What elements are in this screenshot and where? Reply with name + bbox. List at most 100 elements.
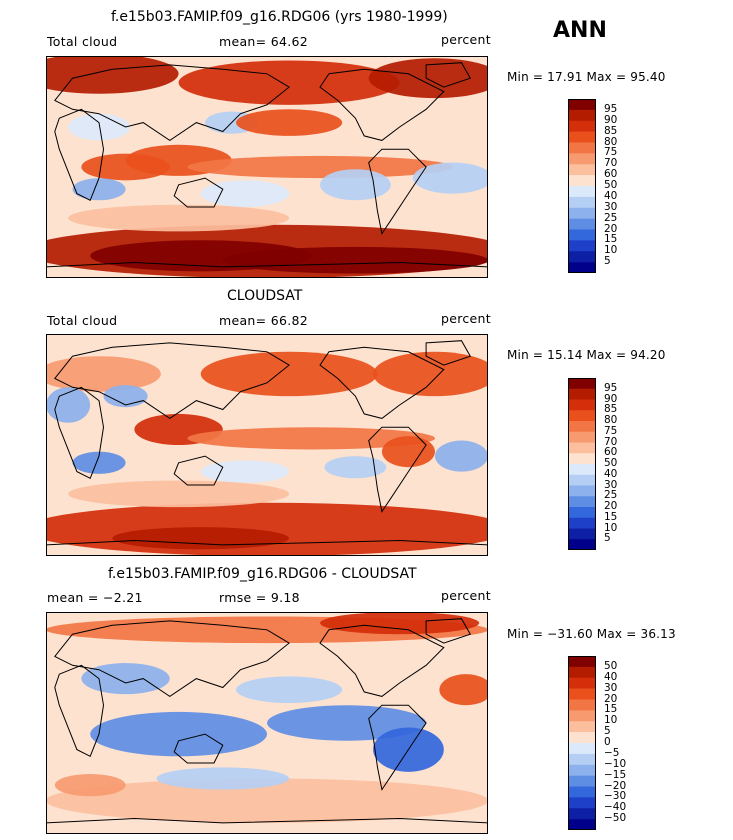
colorbar-swatch [568,797,596,809]
colorbar-swatch [568,764,596,776]
colorbar-swatch [568,710,596,722]
colorbar-tick-label: 40 [604,670,618,683]
coastline-1 [54,64,290,142]
colorbar-tick-label: 80 [604,135,618,148]
colorbar-swatch [568,786,596,798]
colorbar-tick-label: 20 [604,692,618,705]
coastline-4 [368,426,427,513]
colorbar-swatch [568,142,596,154]
colorbar-swatch [568,496,596,508]
cloud-field-14 [68,480,290,508]
cloud-field-1 [178,60,400,105]
cloud-field-8 [81,153,170,181]
colorbar-swatch [568,775,596,787]
colorbar-tick-label: 15 [604,510,618,523]
map-frame [46,334,488,556]
colorbar-swatch [568,399,596,411]
panel2-colorbar [568,378,596,550]
coastline-6 [46,817,488,824]
panel3-rmse: rmse = 9.18 [219,590,300,605]
cloud-field-3 [267,705,427,741]
colorbar-tick-label: 40 [604,189,618,202]
colorbar-tick-label: 75 [604,424,618,437]
colorbar-swatch [568,517,596,529]
colorbar-tick-label: 60 [604,168,618,181]
colorbar-swatch [568,421,596,433]
panel2-mean: mean= 66.82 [219,313,308,328]
colorbar-swatch [568,808,596,820]
colorbar-tick-label: 0 [604,736,611,748]
colorbar-swatch [568,131,596,143]
colorbar-swatch [568,431,596,443]
cloud-field-10 [412,162,488,194]
colorbar-frame [568,656,596,830]
colorbar-swatch [568,474,596,486]
cloud-field-6 [236,676,343,704]
panel2-variable: Total cloud [47,313,118,328]
coastline-3 [319,68,445,141]
cloud-field-1 [320,612,480,635]
colorbar-swatch [568,732,596,744]
colorbar-tick-label: −20 [604,779,627,792]
cloud-field-2 [368,58,488,99]
colorbar-tick-label: 50 [604,457,618,469]
cloud-field-4 [112,527,290,550]
colorbar-swatch [568,485,596,497]
coastline-4 [368,148,427,235]
colorbar-tick-label: 10 [604,714,618,727]
colorbar-swatch [568,464,596,476]
colorbar-swatch [568,99,596,111]
panel3-title: f.e15b03.FAMIP.f09_g16.RDG06 - CLOUDSAT [108,566,417,582]
colorbar-tick-label: 90 [604,113,618,126]
colorbar-tick-label: 95 [604,102,618,115]
panel2-map [46,334,488,556]
map-frame [46,56,488,278]
colorbar-swatch [568,175,596,187]
cloud-field-7 [187,155,453,179]
colorbar-tick-label: 50 [604,659,618,672]
cloud-field-7 [439,674,488,706]
panel2-minmax: Min = 15.14 Max = 94.20 [507,348,666,362]
colorbar-tick-label: 5 [604,532,611,545]
colorbar-swatch [568,120,596,132]
coastline-4 [368,704,427,791]
panel2-title: CLOUDSAT [227,288,303,304]
colorbar-tick-label: −5 [604,746,620,759]
panel1-title: f.e15b03.FAMIP.f09_g16.RDG06 (yrs 1980-1… [111,9,448,25]
panel2-units: percent [441,311,491,326]
colorbar-tick-label: 20 [604,222,618,235]
colorbar-tick-label: 20 [604,500,618,512]
cloud-field-12 [200,180,290,207]
coastline-3 [319,624,445,697]
panel1-units: percent [441,32,491,47]
cloud-field-10 [434,440,488,472]
cloud-field-0 [46,56,179,94]
cloud-field-11 [72,178,126,201]
panel3-mean: mean = −2.21 [47,590,143,605]
coastline-0 [54,664,105,757]
colorbar-tick-label: 75 [604,146,618,159]
colorbar-tick-label: 95 [604,381,618,394]
colorbar-swatch [568,743,596,755]
colorbar-swatch [568,196,596,209]
coastline-5 [425,618,472,644]
coastline-1 [54,342,290,420]
colorbar-tick-label: 90 [604,392,618,405]
colorbar-swatch [568,207,596,219]
cloud-field-9 [72,451,126,474]
cloud-field-8 [46,387,91,423]
colorbar-swatch [568,186,596,198]
cloud-field-12 [103,385,148,408]
colorbar-swatch [568,753,596,766]
colorbar-swatch [568,507,596,519]
coastline-1 [54,620,290,698]
colorbar-swatch [568,240,596,252]
colorbar-swatch [568,721,596,733]
colorbar-swatch [568,666,596,679]
cloud-field-11 [324,456,387,479]
colorbar-tick-label: 30 [604,681,618,694]
panel1-variable: Total cloud [47,34,118,49]
panel1-minmax: Min = 17.91 Max = 95.40 [507,70,666,84]
colorbar-tick-label: 10 [604,244,618,257]
colorbar-tick-label: 5 [604,255,611,268]
